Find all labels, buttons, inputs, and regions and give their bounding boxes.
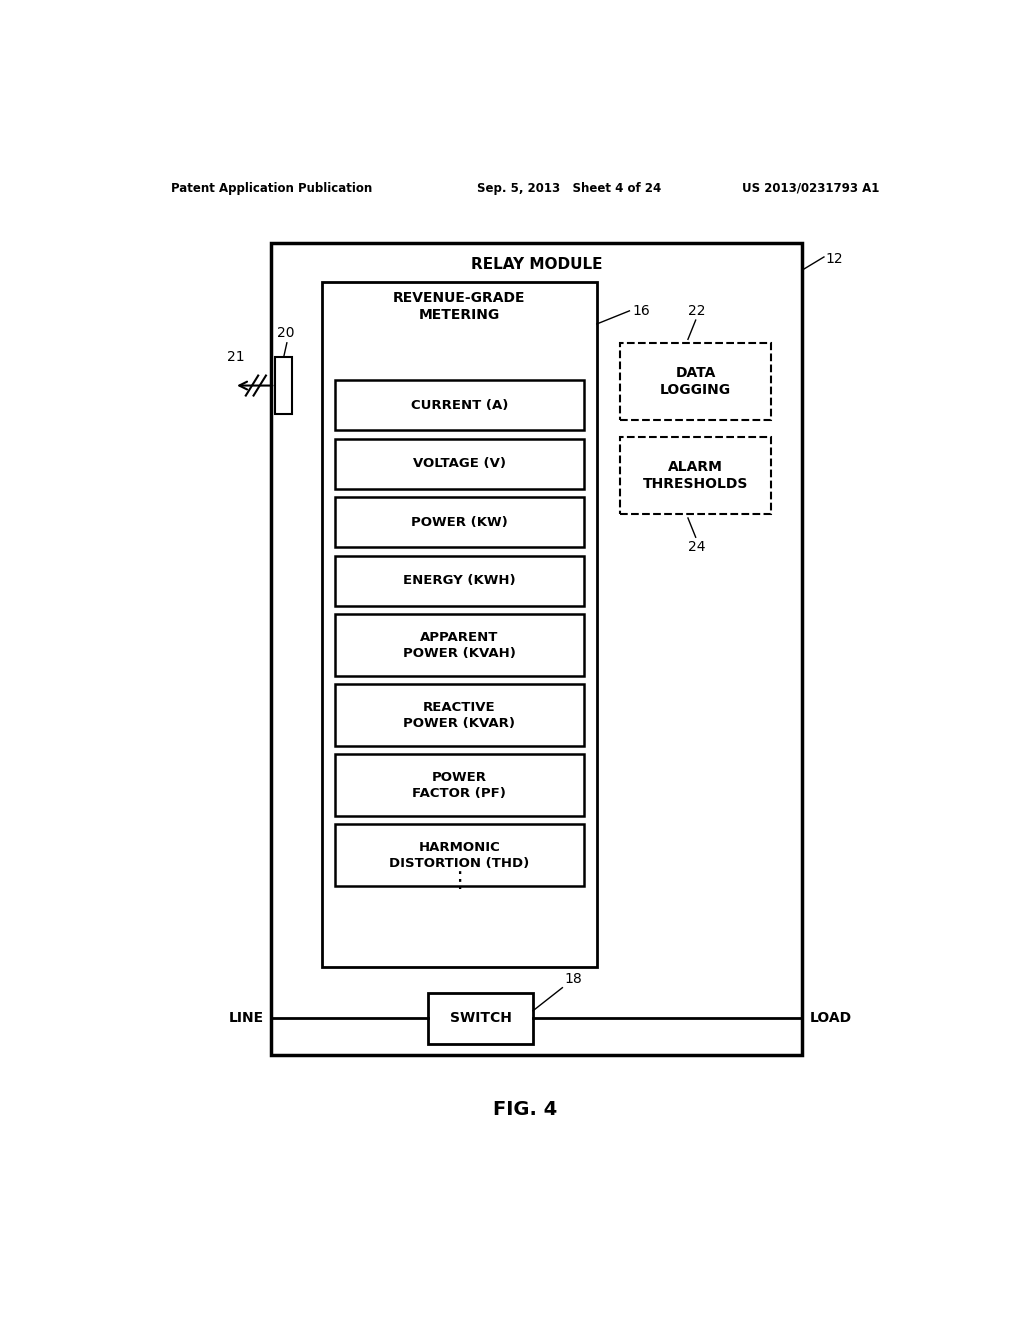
Bar: [275, 356, 292, 414]
Text: 20: 20: [276, 326, 294, 339]
Text: 21: 21: [227, 350, 245, 364]
Text: POWER (KW): POWER (KW): [411, 516, 508, 529]
Text: SWITCH: SWITCH: [450, 1011, 512, 1026]
Text: Sep. 5, 2013   Sheet 4 of 24: Sep. 5, 2013 Sheet 4 of 24: [477, 182, 662, 194]
Bar: [335, 556, 584, 606]
Text: RELAY MODULE: RELAY MODULE: [471, 257, 602, 272]
Text: DATA
LOGGING: DATA LOGGING: [660, 366, 731, 397]
Bar: [335, 684, 584, 746]
Text: 24: 24: [688, 540, 706, 553]
Bar: [335, 825, 584, 886]
Bar: [335, 754, 584, 816]
Bar: [335, 614, 584, 676]
Text: US 2013/0231793 A1: US 2013/0231793 A1: [742, 182, 880, 194]
Bar: [335, 498, 584, 548]
Text: 18: 18: [564, 972, 583, 986]
Text: VOLTAGE (V): VOLTAGE (V): [413, 457, 506, 470]
Text: 12: 12: [825, 252, 843, 267]
Text: 16: 16: [633, 304, 650, 318]
Bar: [271, 243, 802, 1056]
Bar: [621, 343, 771, 420]
Text: Patent Application Publication: Patent Application Publication: [171, 182, 372, 194]
Text: 22: 22: [688, 304, 706, 318]
Text: HARMONIC
DISTORTION (THD): HARMONIC DISTORTION (THD): [389, 841, 529, 870]
Text: FIG. 4: FIG. 4: [493, 1100, 557, 1119]
Text: ALARM
THRESHOLDS: ALARM THRESHOLDS: [643, 459, 749, 491]
Bar: [335, 438, 584, 488]
Text: LOAD: LOAD: [810, 1011, 852, 1026]
Text: REACTIVE
POWER (KVAR): REACTIVE POWER (KVAR): [403, 701, 515, 730]
Bar: [335, 380, 584, 430]
Text: POWER
FACTOR (PF): POWER FACTOR (PF): [413, 771, 506, 800]
Text: REVENUE-GRADE
METERING: REVENUE-GRADE METERING: [393, 290, 525, 322]
Bar: [322, 281, 597, 966]
Text: CURRENT (A): CURRENT (A): [411, 399, 508, 412]
Bar: [621, 437, 771, 515]
Text: ENERGY (KWH): ENERGY (KWH): [403, 574, 516, 587]
Text: APPARENT
POWER (KVAH): APPARENT POWER (KVAH): [402, 631, 516, 660]
Text: ⋮: ⋮: [449, 871, 470, 891]
Text: LINE: LINE: [228, 1011, 263, 1026]
Bar: [428, 994, 532, 1044]
